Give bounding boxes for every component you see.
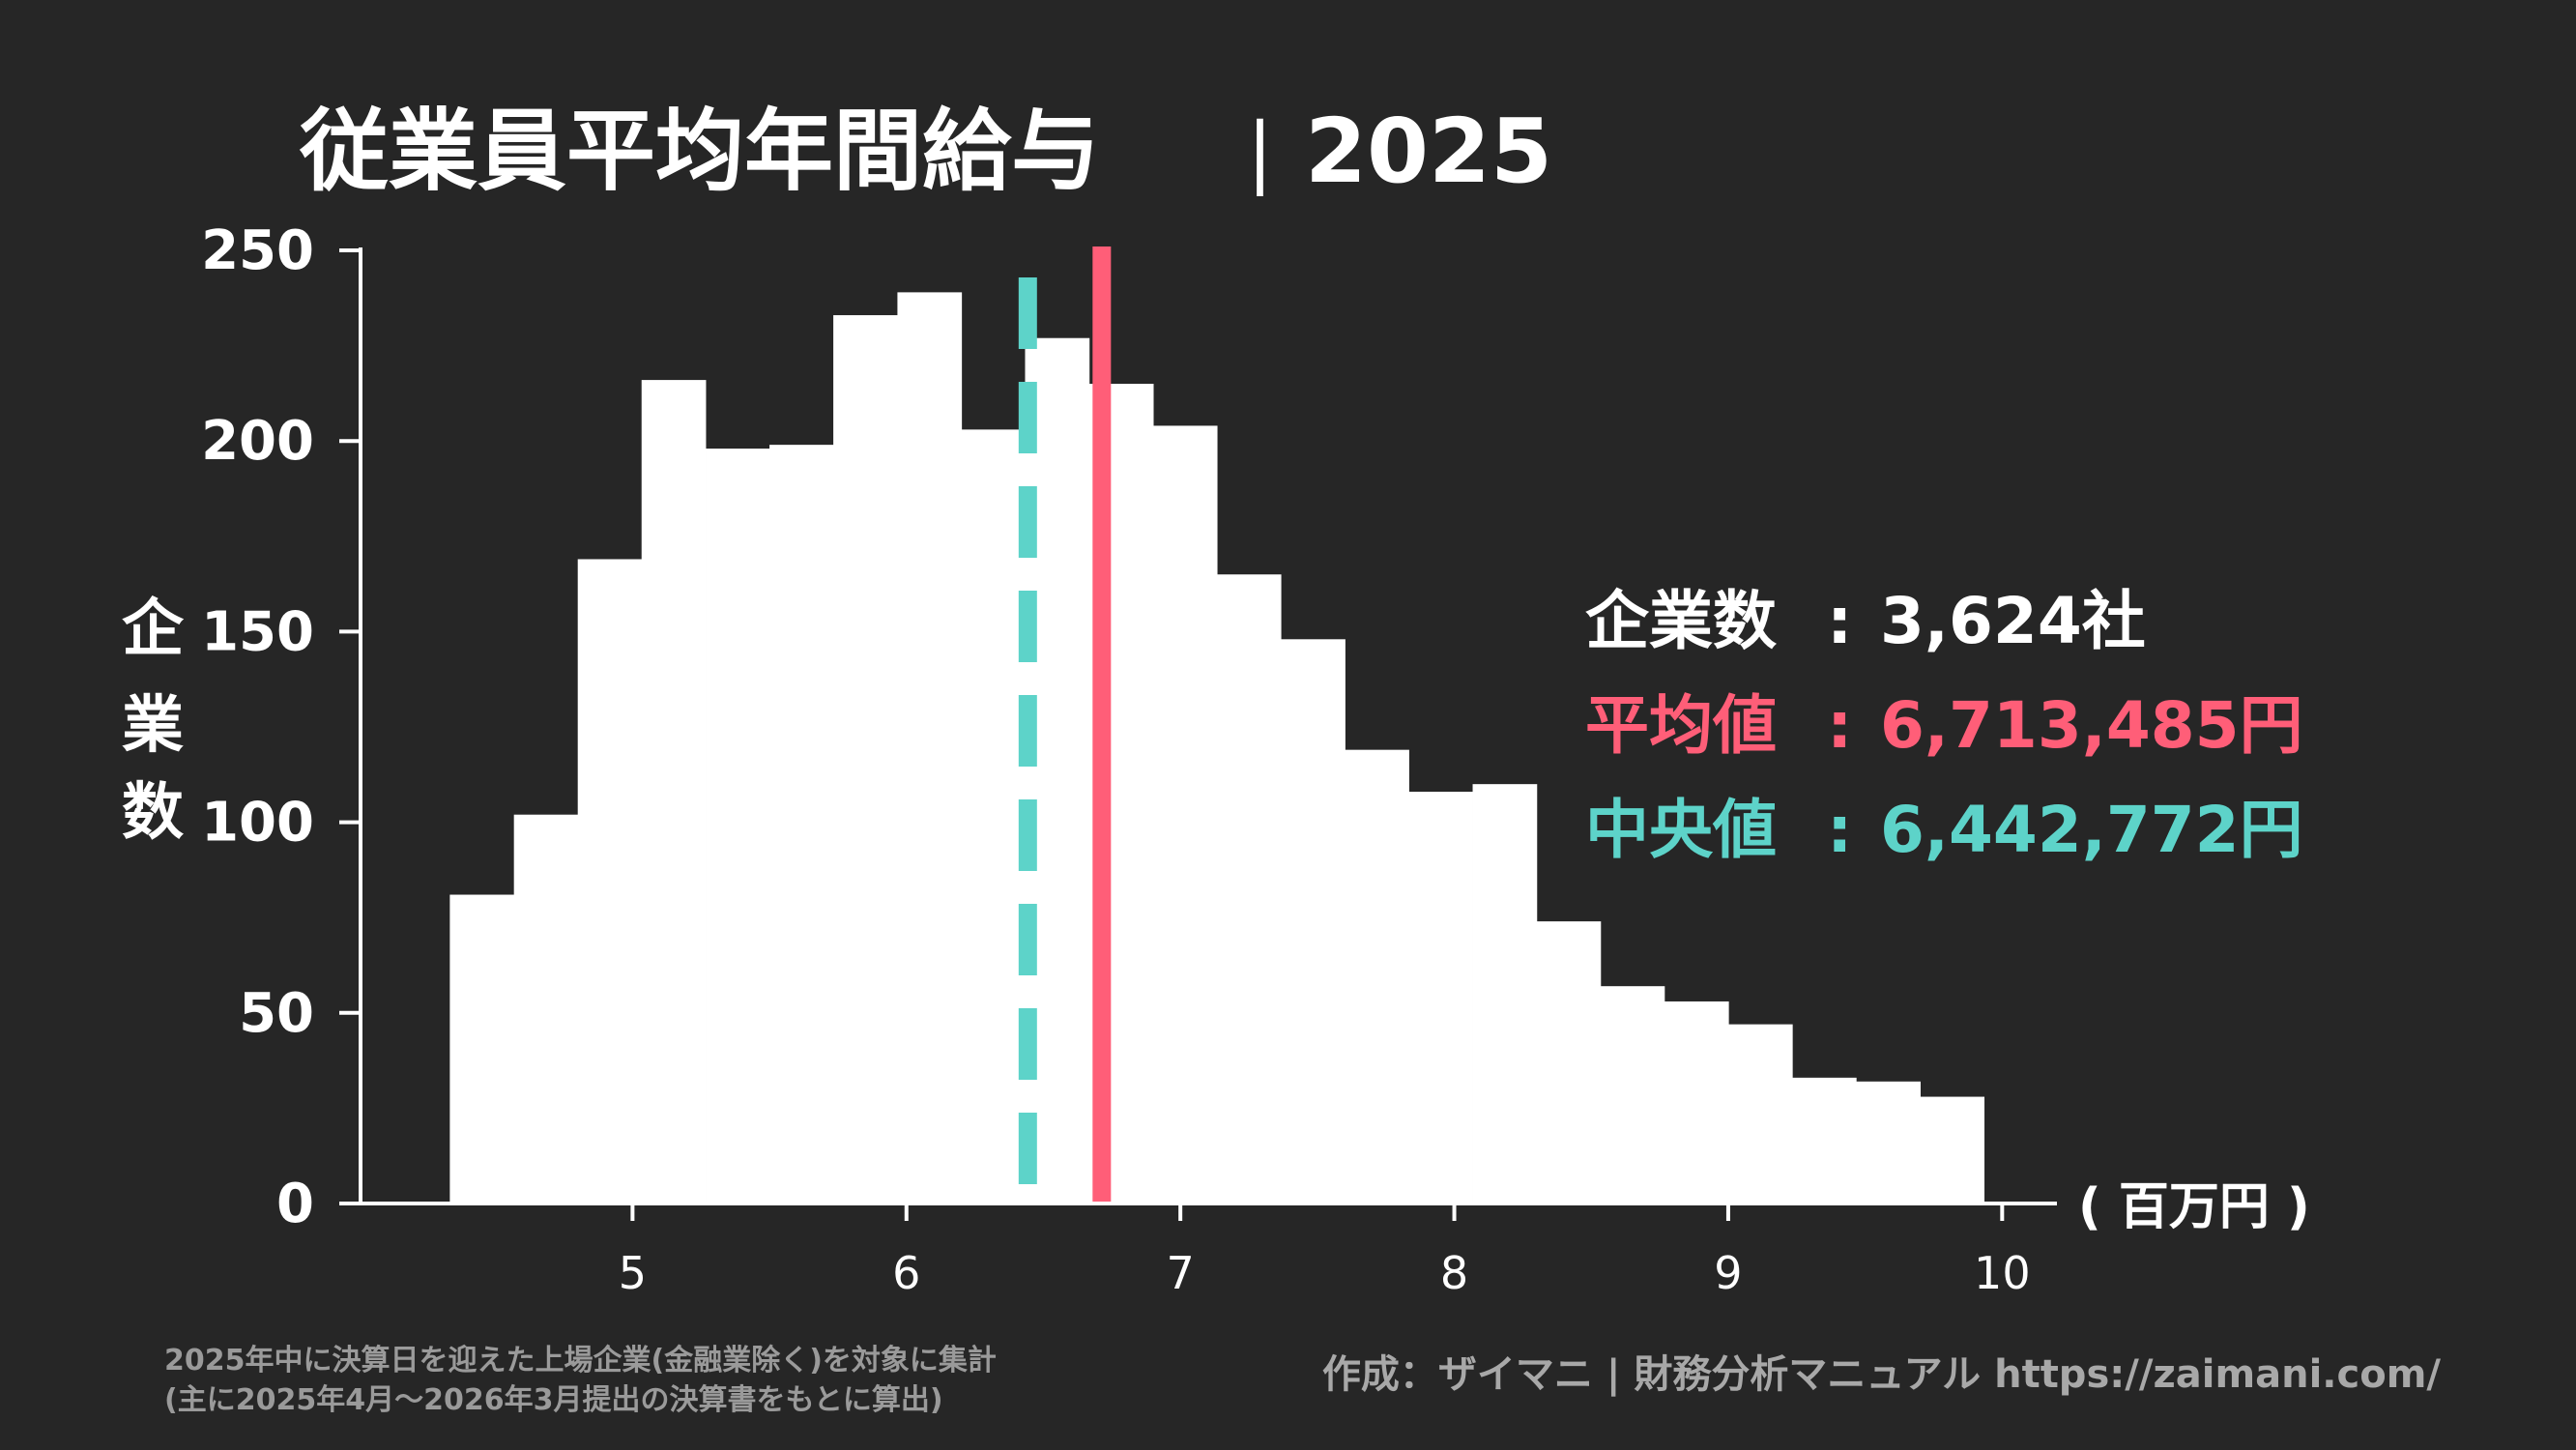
x-tick-label: 8 xyxy=(1440,1247,1468,1299)
histogram-bar-24 xyxy=(1920,1096,1985,1204)
histogram-bar-16 xyxy=(1408,792,1473,1204)
histogram-bar-2 xyxy=(513,814,579,1204)
credit-text: 作成：ザイマニ | 財務分析マニュアル https://zaimani.com/ xyxy=(1322,1352,2441,1398)
histogram-bar-17 xyxy=(1472,784,1538,1204)
y-axis-label-char-3: 数 xyxy=(122,777,184,849)
histogram-bar-6 xyxy=(769,445,834,1204)
y-axis-label-char-1: 企 xyxy=(122,594,185,665)
histogram-bar-14 xyxy=(1281,639,1346,1204)
histogram-bars xyxy=(449,292,1985,1204)
title-year: 2025 xyxy=(1305,100,1552,203)
x-ticks: 5 6 7 8 9 10 xyxy=(619,1204,2031,1299)
y-ticks: 0 50 100 150 200 250 xyxy=(201,219,361,1235)
stat-mean-sep: : xyxy=(1827,688,1852,763)
histogram-bar-15 xyxy=(1345,749,1409,1204)
y-tick-label: 200 xyxy=(201,410,314,473)
stat-count-sep: : xyxy=(1827,584,1852,658)
stat-count-value: 3,624社 xyxy=(1880,584,2146,658)
title-separator: | xyxy=(1247,106,1273,197)
y-tick-label: 50 xyxy=(239,982,314,1045)
stat-median-value: 6,442,772円 xyxy=(1880,793,2303,867)
x-tick-label: 5 xyxy=(619,1247,647,1299)
histogram-bar-9 xyxy=(961,429,1027,1204)
y-tick-label: 100 xyxy=(201,792,314,855)
stat-median-sep: : xyxy=(1827,793,1852,867)
footnote-line-1: 2025年中に決算日を迎えた上場企業(金融業除く)を対象に集計 xyxy=(164,1344,997,1378)
stat-median-label: 中央値 xyxy=(1585,793,1777,867)
histogram-bar-1 xyxy=(449,894,515,1204)
x-axis-unit-label: ( 百万円 ) xyxy=(2078,1178,2310,1236)
footnote-line-2: (主に2025年4月〜2026年3月提出の決算書をもとに算出) xyxy=(164,1383,943,1417)
histogram-bar-4 xyxy=(641,380,707,1204)
histogram-bar-3 xyxy=(577,559,643,1204)
histogram-bar-23 xyxy=(1856,1081,1921,1204)
stat-count-label: 企業数 xyxy=(1585,584,1777,658)
x-tick-label: 9 xyxy=(1714,1247,1742,1299)
stat-mean-value: 6,713,485円 xyxy=(1880,688,2303,763)
y-tick-label: 0 xyxy=(276,1173,314,1235)
histogram-bar-12 xyxy=(1152,425,1218,1204)
histogram-bar-20 xyxy=(1664,1000,1729,1204)
y-axis-label-char-2: 業 xyxy=(122,690,184,762)
y-tick-label: 150 xyxy=(201,600,314,663)
histogram-bar-5 xyxy=(706,449,770,1204)
histogram-bar-7 xyxy=(833,315,898,1204)
histogram-bar-21 xyxy=(1727,1024,1793,1204)
histogram-bar-13 xyxy=(1216,574,1282,1204)
histogram-bar-8 xyxy=(897,292,963,1204)
histogram-bar-22 xyxy=(1791,1077,1857,1204)
chart-title: 従業員平均年間給与 xyxy=(299,100,1100,203)
x-tick-label: 6 xyxy=(892,1247,920,1299)
axes xyxy=(339,247,2057,1205)
y-tick-label: 250 xyxy=(201,219,314,282)
x-tick-label: 10 xyxy=(1974,1247,2031,1299)
stat-mean-label: 平均値 xyxy=(1585,688,1777,763)
histogram-bar-18 xyxy=(1536,921,1602,1204)
histogram-bar-19 xyxy=(1600,986,1665,1204)
x-tick-label: 7 xyxy=(1167,1247,1195,1299)
